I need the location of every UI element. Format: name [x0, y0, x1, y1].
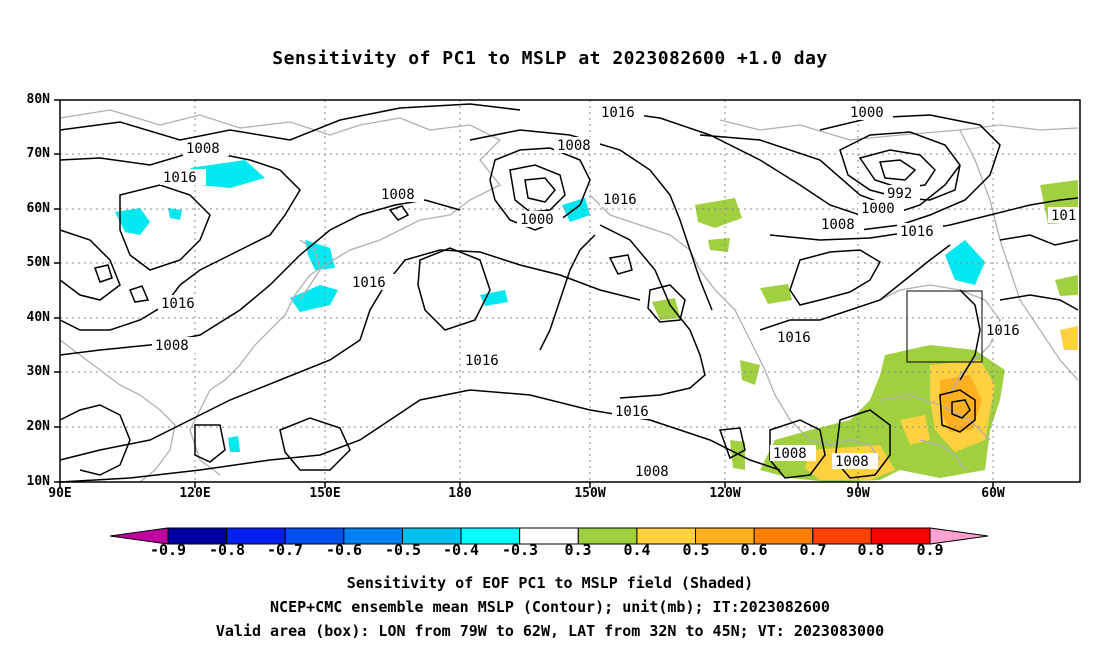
colorbar-label: -0.8: [208, 541, 246, 559]
contour-label: 1016: [465, 353, 499, 369]
coastlines: [59, 109, 1079, 483]
colorbar: [109, 527, 989, 545]
contour-label: 1016: [986, 323, 1020, 339]
contour-label: 1008: [381, 187, 415, 203]
colorbar-label: 0.5: [682, 541, 710, 559]
lat-label: 60N: [26, 201, 50, 216]
contour-label: 1000: [861, 201, 895, 217]
colorbar-label: 0.3: [564, 541, 592, 559]
lat-label: 20N: [26, 419, 50, 434]
colorbar-label: -0.3: [501, 541, 539, 559]
lon-label: 120E: [179, 486, 211, 501]
colorbar-label: -0.6: [325, 541, 363, 559]
contour-label: 1008: [835, 454, 869, 470]
lat-label: 40N: [26, 310, 50, 325]
valid-area-box: [906, 290, 983, 363]
contour-label: 1016: [777, 330, 811, 346]
lat-label: 80N: [26, 92, 50, 107]
contour-label: 1008: [155, 338, 189, 354]
lon-label: 120W: [709, 486, 741, 501]
lat-label: 50N: [26, 255, 50, 270]
contour-label: 1000: [850, 105, 884, 121]
colorbar-label: 0.6: [740, 541, 768, 559]
contour-label: 1008: [821, 217, 855, 233]
colorbar-label: 0.9: [916, 541, 944, 559]
caption-shaded: Sensitivity of EOF PC1 to MSLP field (Sh…: [346, 574, 754, 592]
chart-title: Sensitivity of PC1 to MSLP at 2023082600…: [272, 48, 828, 69]
colorbar-label: -0.4: [442, 541, 480, 559]
caption-valid-area: Valid area (box): LON from 79W to 62W, L…: [215, 622, 885, 640]
colorbar-label: 0.7: [799, 541, 827, 559]
axis-ticks: [54, 99, 994, 488]
contour-label: 1016: [352, 275, 386, 291]
colorbar-high-end: [929, 527, 989, 545]
contour-label: 1016: [900, 224, 934, 240]
contour-label: 1016: [615, 404, 649, 420]
map-frame: [59, 99, 1081, 483]
contour-label: 1008: [635, 464, 669, 480]
contour-label: 1008: [186, 141, 220, 157]
mslp-contours: [59, 103, 1079, 483]
contour-label: 1016: [161, 296, 195, 312]
colorbar-label: -0.5: [384, 541, 422, 559]
contour-label: 1000: [520, 212, 554, 228]
colorbar-label: -0.7: [266, 541, 304, 559]
lon-label: 180: [448, 486, 472, 501]
lat-label: 30N: [26, 364, 50, 379]
lon-label: 150W: [574, 486, 606, 501]
contour-label: 1016: [163, 170, 197, 186]
colorbar-label: 0.8: [857, 541, 885, 559]
caption-contour: NCEP+CMC ensemble mean MSLP (Contour); u…: [270, 598, 830, 616]
contour-label: 1008: [557, 138, 591, 154]
contour-labels: 1016 1000 1008 1008 1016 1008 992 1000 1…: [152, 104, 1078, 480]
lon-label: 90E: [48, 486, 72, 501]
contour-label: 1016: [603, 192, 637, 208]
colorbar-label: -0.9: [149, 541, 187, 559]
lon-label: 60W: [981, 486, 1005, 501]
contour-label: 1016: [601, 105, 635, 121]
lon-label: 150E: [309, 486, 341, 501]
lon-label: 90W: [846, 486, 870, 501]
colorbar-label: 0.4: [623, 541, 651, 559]
contour-label: 101: [1051, 208, 1076, 224]
contour-label: 992: [887, 186, 912, 202]
lat-label: 70N: [26, 146, 50, 161]
lat-label: 10N: [26, 474, 50, 489]
contour-label: 1008: [773, 446, 807, 462]
